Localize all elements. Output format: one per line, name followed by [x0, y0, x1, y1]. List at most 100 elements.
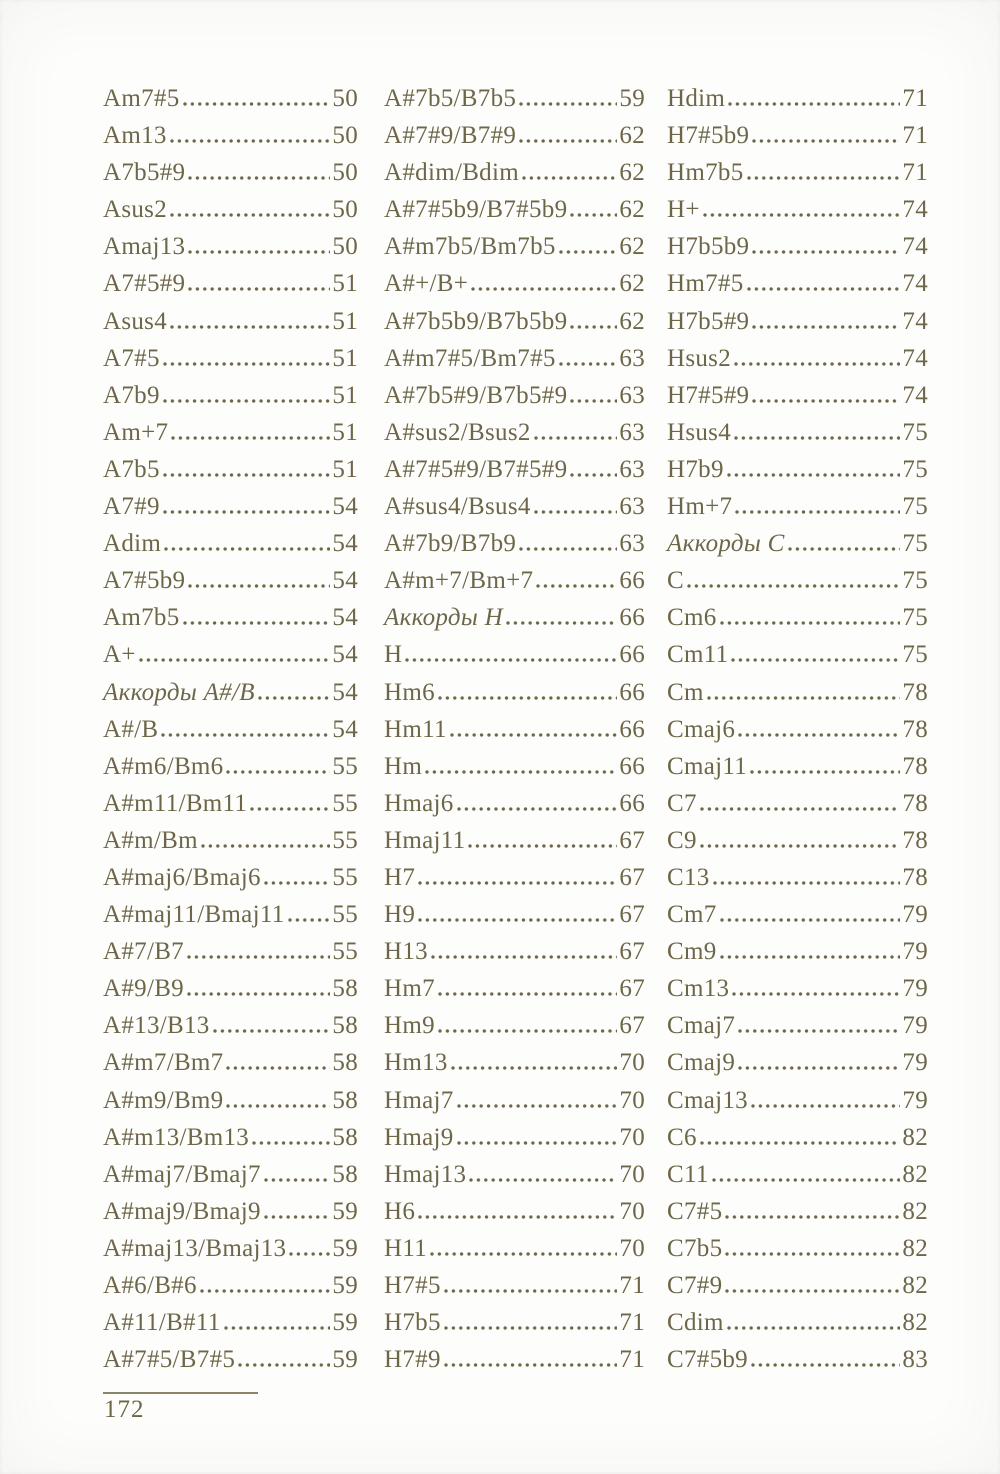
- page-number: 51: [332, 307, 358, 335]
- page-number: 62: [619, 233, 645, 261]
- page-number: 63: [619, 530, 645, 558]
- chord-name: H7b5#9: [667, 307, 750, 335]
- dot-leader: [138, 658, 331, 663]
- page-number: 70: [619, 1049, 645, 1077]
- chord-name: C7: [667, 789, 697, 817]
- page-number: 75: [902, 418, 928, 446]
- toc-entry: A#+/B+ 62: [384, 265, 645, 302]
- dot-leader: [738, 1029, 901, 1034]
- chord-name: Cm11: [667, 641, 729, 669]
- dot-leader: [164, 547, 331, 552]
- toc-entry: Cm 78: [667, 674, 928, 711]
- dot-leader: [449, 732, 618, 737]
- toc-entry: C6 82: [667, 1119, 928, 1156]
- dot-leader: [471, 287, 618, 292]
- chord-name: Hmaj9: [384, 1123, 454, 1151]
- page-number: 71: [902, 85, 928, 112]
- toc-column-3: Hdim 71 H7#5b9 71 Hm7b5 71 H+ 74 H7b5b9 …: [667, 80, 928, 1378]
- dot-leader: [170, 324, 331, 329]
- chord-name: A+: [103, 641, 136, 669]
- page-number: 82: [902, 1123, 928, 1151]
- toc-entry: H7b5b9 74: [667, 228, 928, 265]
- chord-name: A#7#5#9/B7#5#9: [384, 455, 568, 483]
- page-number: 71: [902, 159, 928, 187]
- toc-entry: C7#5 82: [667, 1193, 928, 1230]
- toc-entry: H 66: [384, 636, 645, 673]
- page-number: 71: [902, 122, 928, 150]
- chord-name: A#dim/Bdim: [384, 159, 519, 187]
- page-number: 78: [902, 715, 928, 743]
- toc-entry: Hsus4 75: [667, 414, 928, 451]
- page-number: 59: [332, 1309, 358, 1337]
- toc-entry: Amaj13 50: [103, 228, 358, 265]
- chord-name: Hm9: [384, 1012, 435, 1040]
- toc-entry: C 75: [667, 562, 928, 599]
- dot-leader: [734, 435, 901, 440]
- toc-entry: H9 67: [384, 896, 645, 933]
- page-number: 58: [332, 1049, 358, 1077]
- page-number: 62: [619, 159, 645, 187]
- dot-leader: [186, 992, 331, 997]
- page-number: 67: [619, 901, 645, 929]
- chord-name: Аккорды C: [667, 530, 785, 558]
- chord-name: A#m7#5/Bm7#5: [384, 344, 556, 372]
- dot-leader: [263, 880, 331, 885]
- toc-entry: A+ 54: [103, 636, 358, 673]
- chord-name: Cm9: [667, 938, 717, 966]
- toc-entry: Adim 54: [103, 525, 358, 562]
- toc-entry: C7#5b9 83: [667, 1341, 928, 1378]
- chord-name: A#m/Bm: [103, 826, 198, 854]
- page-number: 67: [619, 1012, 645, 1040]
- page-number: 74: [902, 381, 928, 409]
- page-number: 55: [332, 752, 358, 780]
- chord-name: A#13/B13: [103, 1012, 210, 1040]
- dot-leader: [226, 1066, 331, 1071]
- page-number: 58: [332, 1086, 358, 1114]
- chord-name: C7#5: [667, 1197, 723, 1225]
- dot-leader: [161, 732, 331, 737]
- chord-name: A#maj13/Bmaj13: [103, 1234, 287, 1262]
- chord-name: H7b5: [384, 1309, 441, 1337]
- dot-leader: [519, 547, 618, 552]
- dot-leader: [162, 472, 331, 477]
- chord-name: A#7b9/B7b9: [384, 530, 517, 558]
- chord-name: A7b5: [103, 455, 160, 483]
- toc-entry: A#maj9/Bmaj9 59: [103, 1193, 358, 1230]
- dot-leader: [746, 176, 901, 181]
- page-number: 74: [902, 307, 928, 335]
- toc-entry: H7#5#9 74: [667, 377, 928, 414]
- page-number: 63: [619, 381, 645, 409]
- page-number: 51: [332, 270, 358, 298]
- toc-entry: A#7#5/B7#5 59: [103, 1341, 358, 1378]
- toc-entry: H7b5#9 74: [667, 303, 928, 340]
- toc-entry: A#11/B#11 59: [103, 1304, 358, 1341]
- toc-entry: Hmaj6 66: [384, 785, 645, 822]
- toc-entry: A#m7/Bm7 58: [103, 1044, 358, 1081]
- dot-leader: [223, 1326, 331, 1331]
- dot-leader: [719, 621, 901, 626]
- dot-leader: [171, 435, 331, 440]
- dot-leader: [731, 658, 901, 663]
- footer-page-number: 172: [104, 1396, 145, 1423]
- page-number: 78: [902, 863, 928, 891]
- dot-leader: [752, 398, 901, 403]
- page-number: 67: [619, 863, 645, 891]
- page-number: 50: [332, 85, 358, 112]
- page-number: 63: [619, 344, 645, 372]
- chord-name: Hm7: [384, 975, 435, 1003]
- toc-entry: H7 67: [384, 859, 645, 896]
- page-number: 66: [619, 715, 645, 743]
- chord-name: A#m13/Bm13: [103, 1123, 250, 1151]
- toc-entry: A#maj13/Bmaj13 59: [103, 1230, 358, 1267]
- toc-entry: Cmaj9 79: [667, 1044, 928, 1081]
- dot-leader: [188, 176, 331, 181]
- page-number: 79: [902, 1012, 928, 1040]
- chord-name: A#11/B#11: [103, 1309, 221, 1337]
- dot-leader: [558, 250, 618, 255]
- page-number: 55: [332, 901, 358, 929]
- dot-leader: [456, 1103, 618, 1108]
- toc-entry: Asus2 50: [103, 191, 358, 228]
- page-number: 59: [332, 1197, 358, 1225]
- toc-entry: A7b9 51: [103, 377, 358, 414]
- page-number: 51: [332, 381, 358, 409]
